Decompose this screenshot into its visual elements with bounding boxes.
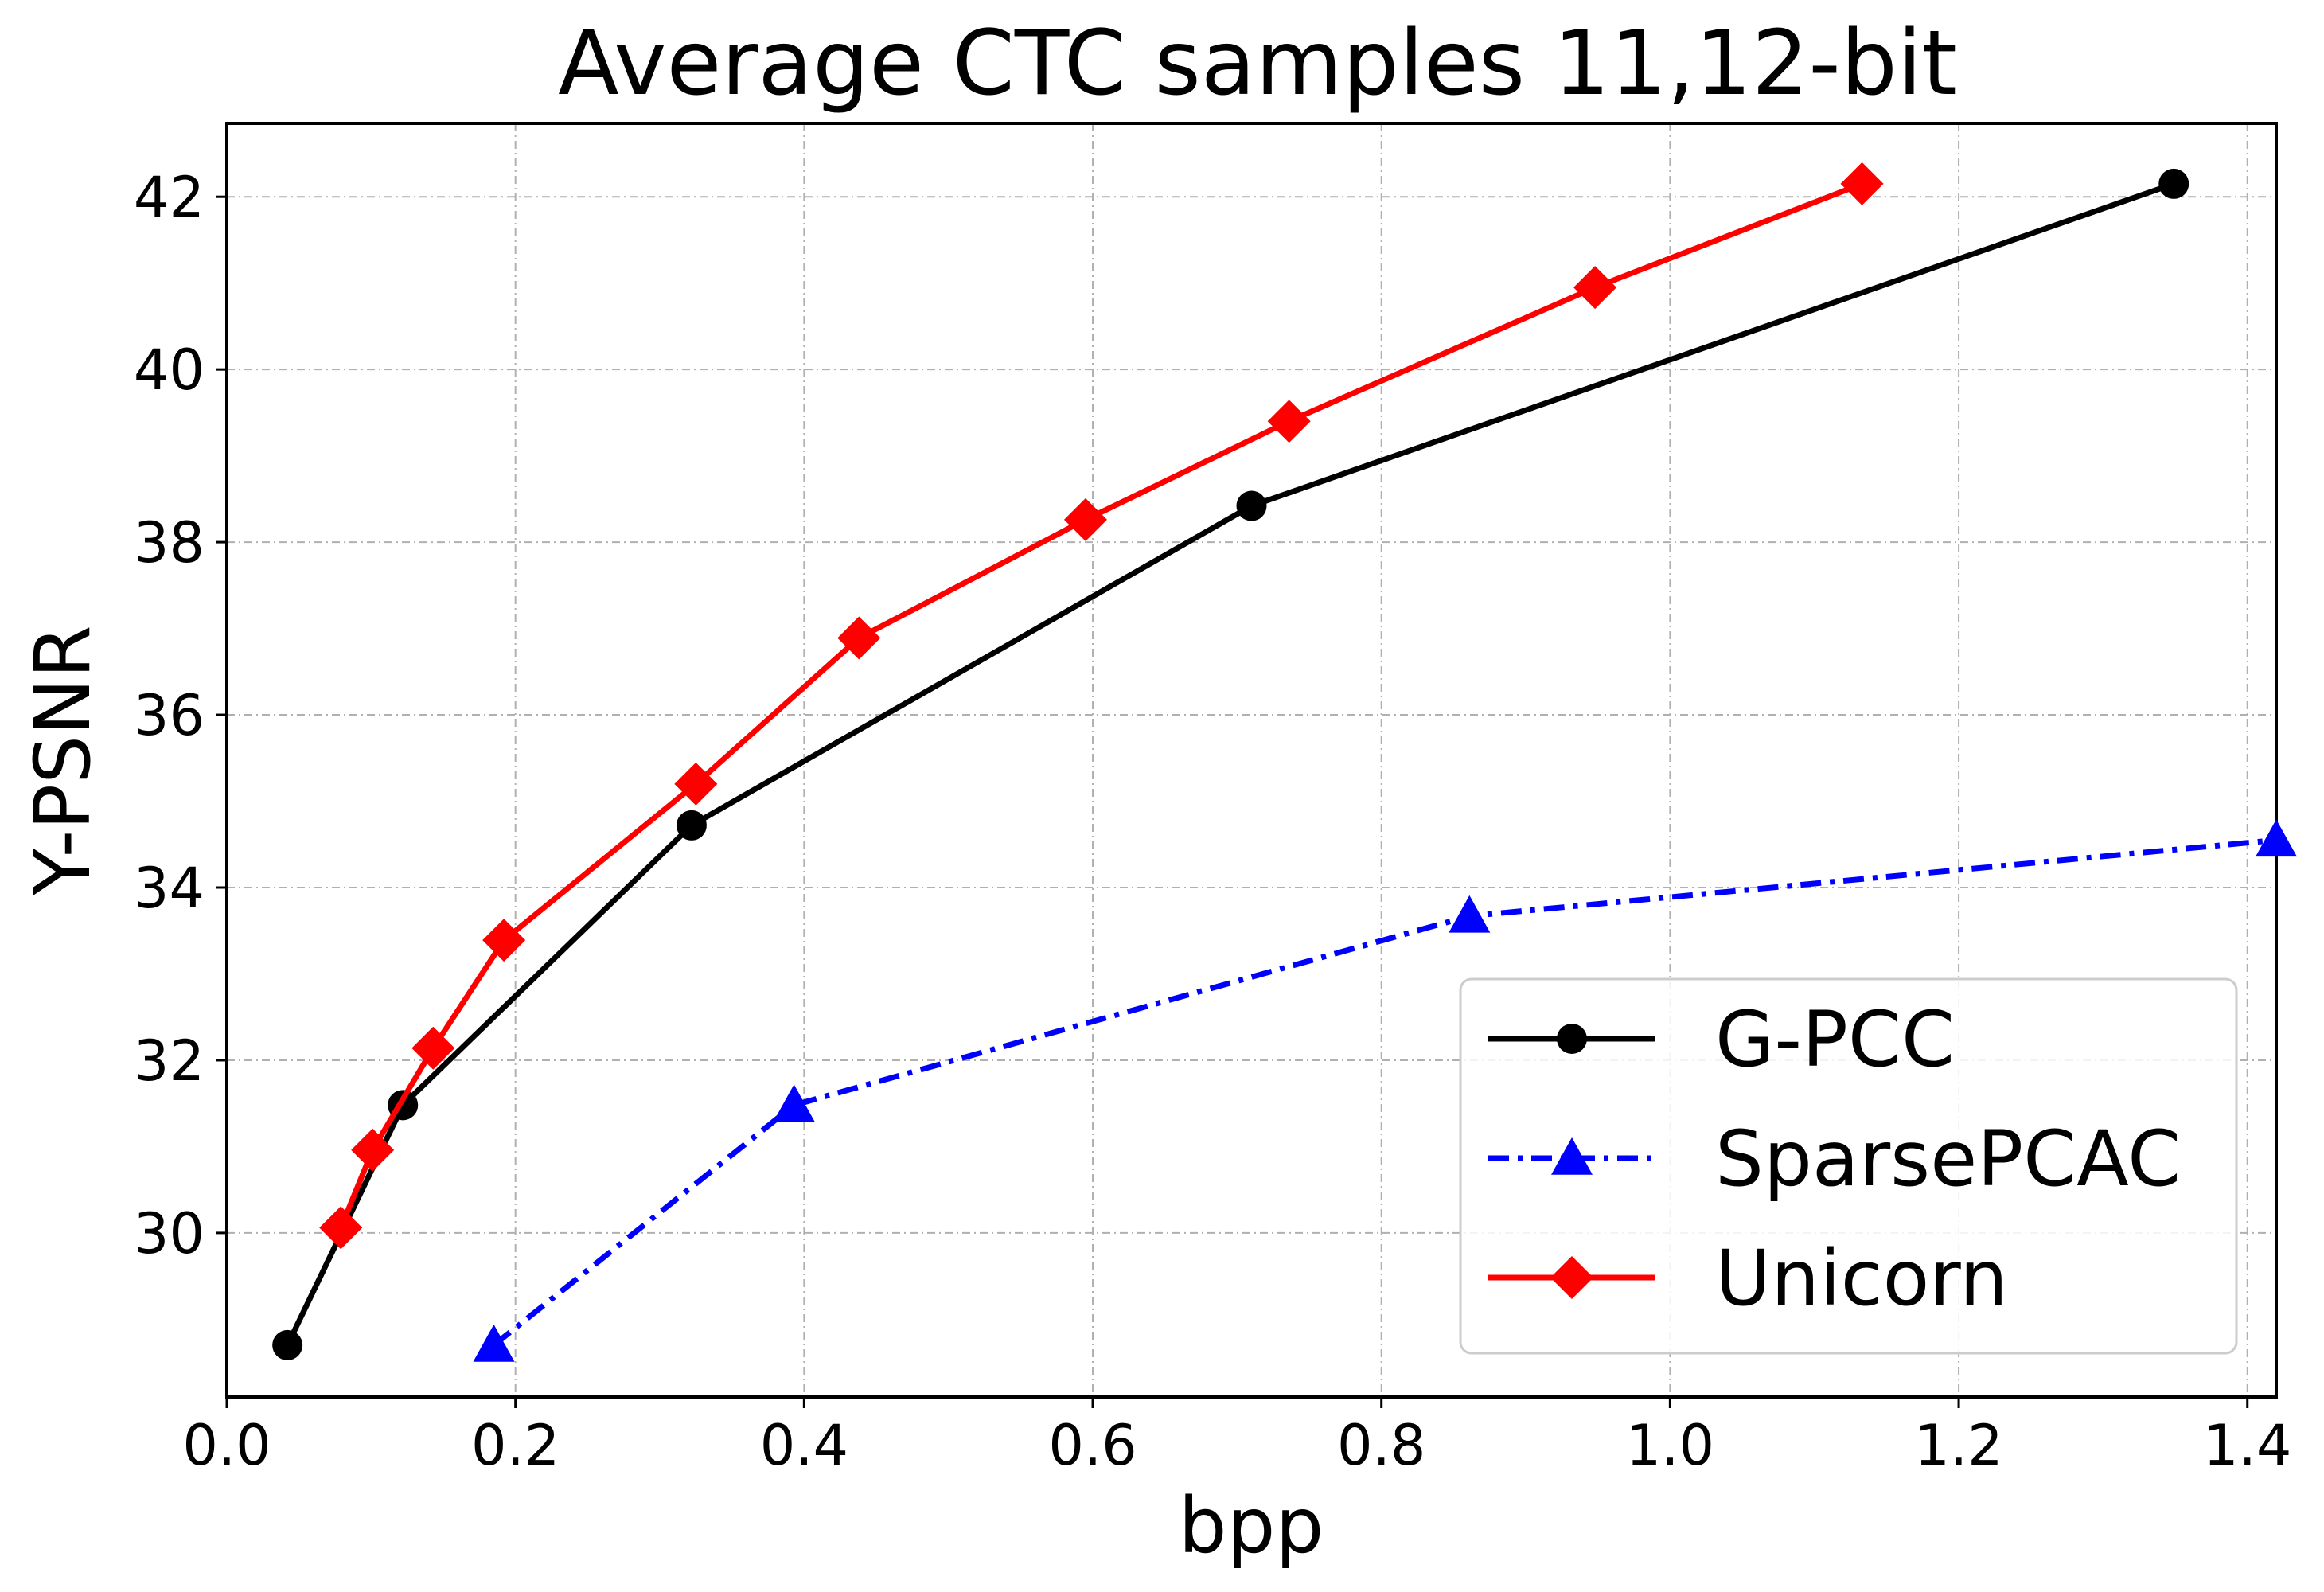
data-point-unicorn bbox=[319, 1206, 363, 1250]
data-point-g-pcc bbox=[2158, 168, 2189, 199]
y-tick-label: 38 bbox=[134, 510, 205, 576]
data-point-unicorn bbox=[1267, 400, 1311, 443]
data-point-unicorn bbox=[1063, 498, 1107, 541]
y-tick-label: 36 bbox=[134, 683, 205, 748]
data-point-g-pcc bbox=[272, 1329, 303, 1360]
data-point-unicorn bbox=[1573, 266, 1617, 310]
data-point-unicorn bbox=[351, 1128, 395, 1172]
legend-marker-sparsepcac bbox=[1551, 1137, 1593, 1175]
data-point-g-pcc bbox=[1236, 490, 1267, 521]
plot-frame bbox=[225, 122, 2278, 1399]
legend-label-g-pcc: G-PCC bbox=[1715, 995, 1955, 1084]
series-sparsepcac bbox=[473, 819, 2297, 1362]
series-layer bbox=[272, 162, 2297, 1362]
data-point-sparsepcac bbox=[473, 1324, 515, 1362]
data-point-sparsepcac bbox=[1449, 895, 1491, 933]
x-tick-label: 1.4 bbox=[2203, 1413, 2291, 1478]
x-tick-label: 0.8 bbox=[1337, 1413, 1425, 1478]
y-tick-label: 32 bbox=[134, 1028, 205, 1094]
series-line-unicorn bbox=[338, 181, 1863, 1229]
x-tick-label: 0.4 bbox=[760, 1413, 848, 1478]
legend-label-unicorn: Unicorn bbox=[1715, 1234, 2008, 1323]
data-point-unicorn bbox=[674, 762, 718, 806]
y-tick-label: 40 bbox=[134, 338, 205, 403]
x-tick-label: 0.6 bbox=[1048, 1413, 1137, 1478]
y-tick-label: 34 bbox=[134, 856, 205, 921]
legend-label-sparsepcac: SparsePCAC bbox=[1715, 1114, 2181, 1204]
data-point-unicorn bbox=[411, 1026, 455, 1070]
legend-entry-g-pcc: G-PCC bbox=[1488, 995, 1955, 1084]
series-line-sparsepcac bbox=[492, 837, 2277, 1348]
data-point-unicorn bbox=[837, 616, 881, 660]
legend-box bbox=[1459, 977, 2238, 1355]
data-point-g-pcc bbox=[676, 810, 707, 841]
chart-title: Average CTC samples 11,12-bit bbox=[558, 12, 1957, 115]
y-tick-label: 42 bbox=[134, 165, 205, 230]
data-point-unicorn bbox=[482, 919, 526, 962]
y-axis-label: Y-PSNR bbox=[18, 625, 107, 896]
series-unicorn bbox=[319, 162, 1884, 1250]
y-tick-label: 30 bbox=[134, 1201, 205, 1266]
series-g-pcc bbox=[272, 168, 2189, 1360]
data-point-unicorn bbox=[1840, 162, 1884, 205]
grid bbox=[226, 123, 2276, 1397]
data-point-sparsepcac bbox=[773, 1084, 815, 1122]
x-axis-label: bpp bbox=[1179, 1481, 1324, 1571]
x-tick-label: 0.2 bbox=[471, 1413, 560, 1478]
y-axis: 30 32 34 36 38 40 42 bbox=[134, 165, 227, 1266]
legend: G-PCC SparsePCAC Unicorn bbox=[1459, 977, 2238, 1355]
legend-entry-unicorn: Unicorn bbox=[1488, 1234, 2008, 1323]
plot-area bbox=[225, 122, 2297, 1399]
legend-marker-g-pcc bbox=[1557, 1024, 1587, 1054]
data-point-sparsepcac bbox=[2256, 819, 2297, 857]
x-tick-label: 0.0 bbox=[182, 1413, 271, 1478]
legend-entry-sparsepcac: SparsePCAC bbox=[1488, 1114, 2181, 1204]
x-axis: 0.0 0.2 0.4 0.6 0.8 1.0 1.2 1.4 bbox=[182, 1397, 2291, 1478]
legend-marker-unicorn bbox=[1550, 1256, 1593, 1299]
x-tick-label: 1.0 bbox=[1626, 1413, 1714, 1478]
x-tick-label: 1.2 bbox=[1914, 1413, 2002, 1478]
